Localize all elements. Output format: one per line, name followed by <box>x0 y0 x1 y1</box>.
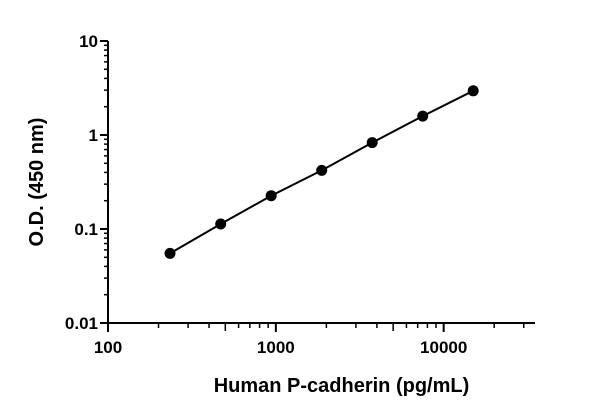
x-tick-label: 1000 <box>257 338 295 357</box>
data-point <box>417 110 429 122</box>
y-tick-label: 10 <box>79 32 98 51</box>
data-point <box>215 218 227 230</box>
y-tick-label: 1 <box>89 126 98 145</box>
data-point <box>366 137 378 149</box>
data-point <box>316 164 328 176</box>
data-point <box>265 190 277 202</box>
x-ticks-group: 100 1000 10000 <box>94 323 525 357</box>
y-tick-label: 0.1 <box>74 220 98 239</box>
x-axis-title: Human P-cadherin (pg/mL) <box>214 375 470 397</box>
y-tick-label: 0.01 <box>65 314 98 333</box>
y-ticks-group: 0.01 0.1 1 10 <box>65 32 108 333</box>
data-point <box>467 85 479 97</box>
x-tick-label: 100 <box>94 338 122 357</box>
series-layer <box>164 85 479 259</box>
axes-group: 0.01 0.1 1 10 100 1000 10000 <box>65 32 535 357</box>
x-tick-label: 10000 <box>420 338 467 357</box>
y-axis-title: O.D. (450 nm) <box>26 118 48 247</box>
data-point <box>164 247 176 259</box>
